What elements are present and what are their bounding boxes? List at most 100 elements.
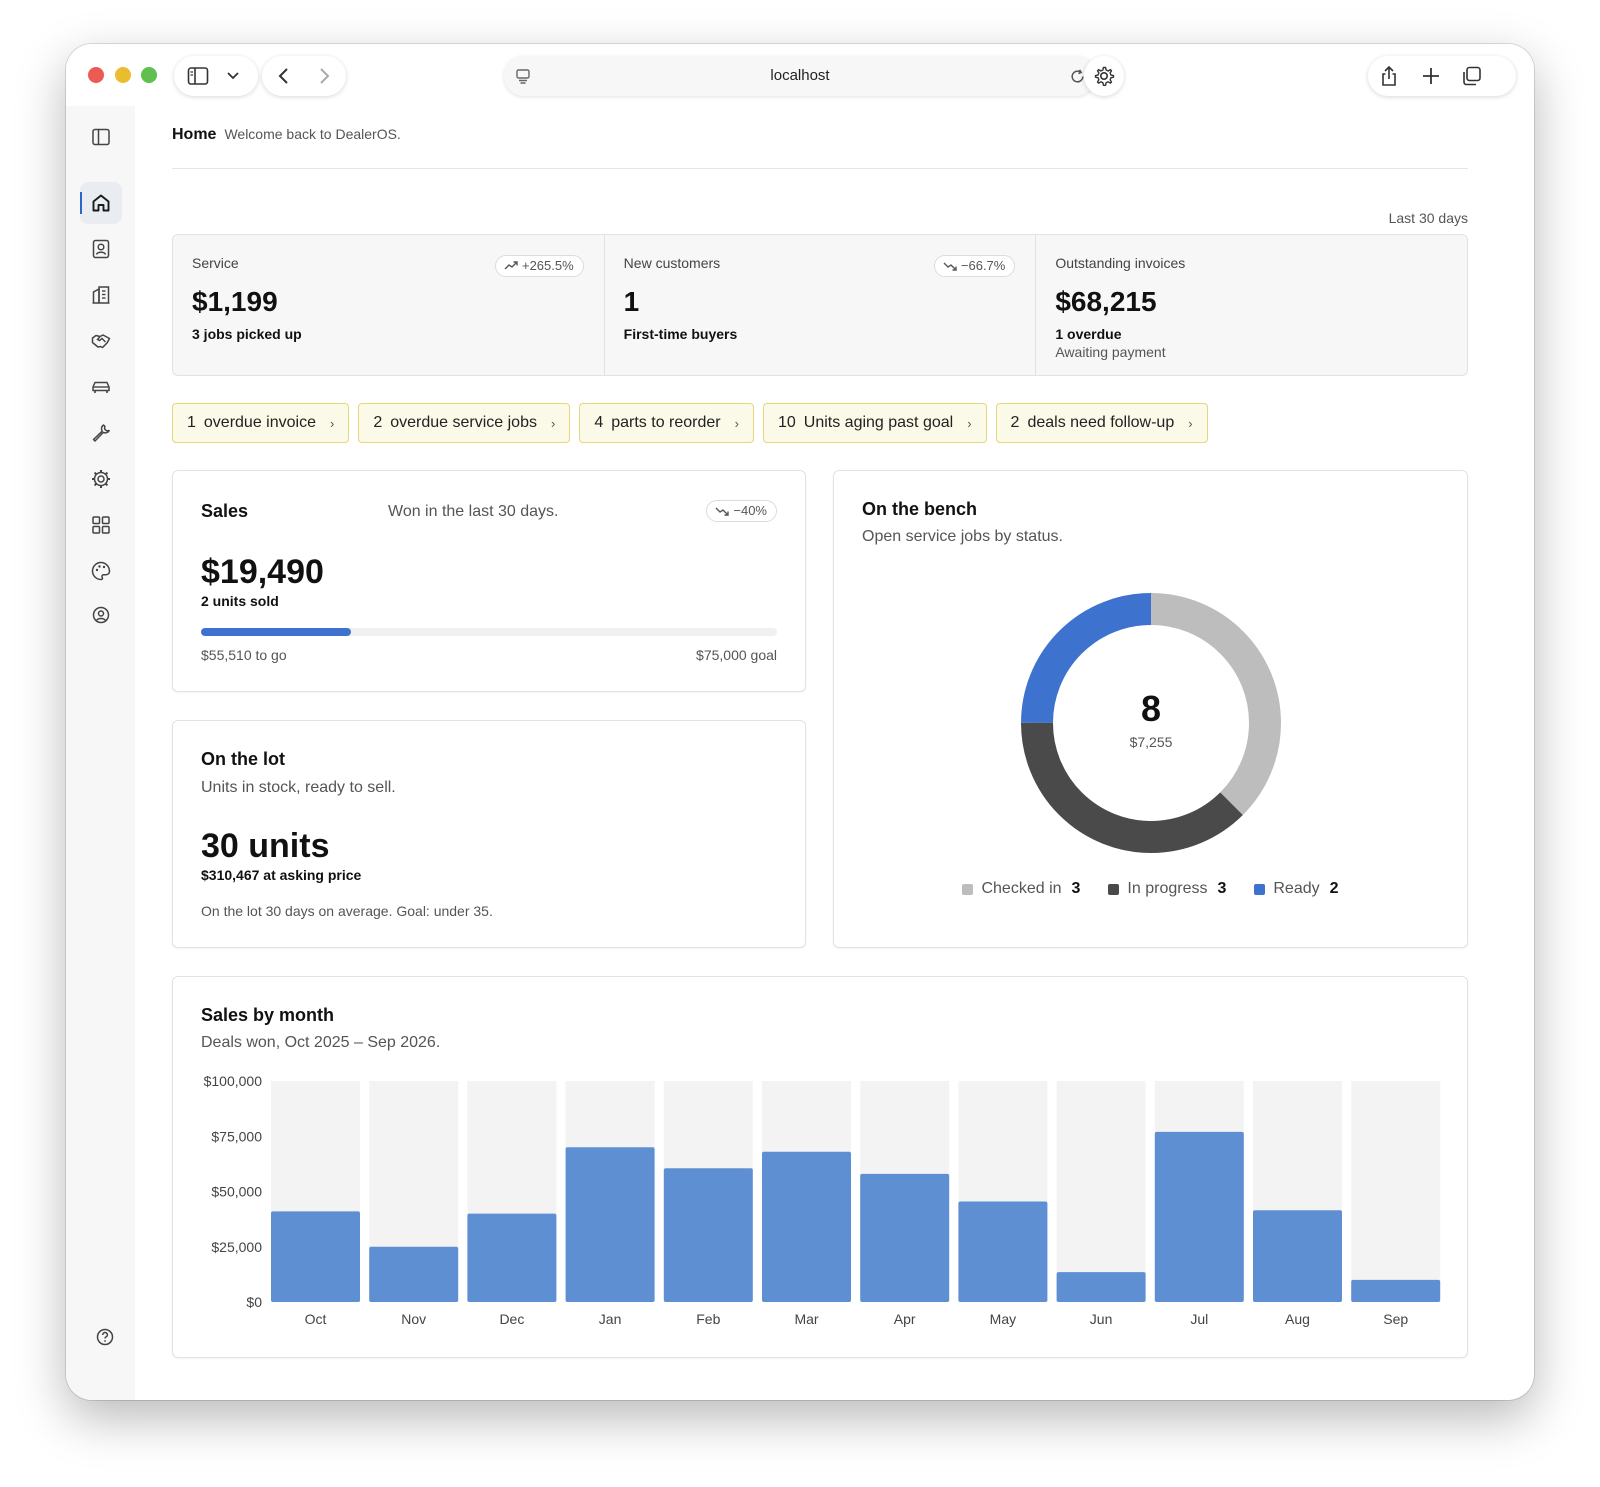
trend-badge: +265.5%	[494, 255, 584, 277]
alert-overdue-invoice[interactable]: 1 overdue invoice ›	[172, 403, 350, 443]
legend-swatch	[1254, 883, 1266, 895]
legend-swatch	[1108, 883, 1120, 895]
sidebar-item-deals[interactable]	[80, 320, 122, 362]
alert-parts-to-reorder[interactable]: 4 parts to reorder ›	[579, 403, 754, 443]
sidebar-item-parts[interactable]	[80, 458, 122, 500]
alert-overdue-service-jobs[interactable]: 2 overdue service jobs ›	[358, 403, 571, 443]
back-icon[interactable]	[276, 66, 292, 86]
card-subtitle: Won in the last 30 days.	[388, 503, 559, 520]
bar-may[interactable]	[958, 1201, 1048, 1302]
bar-aug[interactable]	[1253, 1210, 1342, 1302]
bar-jul[interactable]	[1154, 1131, 1244, 1302]
sidebar-item-customers[interactable]	[80, 228, 122, 270]
user-circle-icon	[92, 606, 110, 624]
chevron-down-icon[interactable]	[226, 70, 240, 82]
tab-overview-icon[interactable]	[1461, 65, 1483, 87]
x-tick-label: Mar	[794, 1311, 818, 1327]
alert-count: 2	[1010, 414, 1020, 431]
bar-nov[interactable]	[369, 1246, 459, 1302]
close-window-button[interactable]	[88, 67, 104, 83]
kpi-strip: Service +265.5% $1,199 3 jobs picked up …	[172, 234, 1468, 376]
on-the-bench-card[interactable]: On the bench Open service jobs by status…	[833, 470, 1468, 948]
donut-segment-in-progress	[1021, 593, 1281, 853]
history-nav-group	[262, 56, 346, 96]
sidebar-item-inventory[interactable]	[80, 366, 122, 408]
car-icon	[92, 381, 110, 393]
bar-mar[interactable]	[762, 1151, 851, 1302]
chart-title: Sales by month	[201, 1005, 335, 1025]
chevron-right-icon: ›	[967, 415, 972, 431]
alert-count: 2	[373, 414, 383, 431]
building-icon	[92, 286, 110, 304]
new-tab-icon[interactable]	[1421, 66, 1441, 86]
remaining-label: $55,510 to go	[201, 647, 287, 663]
forward-icon[interactable]	[316, 66, 332, 86]
palette-icon	[91, 561, 111, 581]
bar-jan[interactable]	[565, 1147, 655, 1302]
kpi-new-customers[interactable]: New customers −66.7% 1 First-time buyers	[605, 235, 1037, 375]
browser-toolbar: localhost	[66, 44, 1534, 106]
alert-label: overdue invoice	[203, 414, 316, 431]
chart-subtitle: Deals won, Oct 2025 – Sep 2026.	[201, 1034, 441, 1051]
sidebar-item-theme[interactable]	[80, 550, 122, 592]
sidebar-panel-icon	[92, 128, 110, 146]
goal-label: $75,000 goal	[696, 647, 777, 663]
sales-goal-progress	[201, 628, 777, 636]
y-tick-label: $0	[246, 1294, 262, 1310]
x-tick-label: Jul	[1190, 1311, 1208, 1327]
zoom-window-button[interactable]	[141, 67, 157, 83]
on-the-lot-card[interactable]: On the lot Units in stock, ready to sell…	[172, 720, 806, 948]
alert-units-aging[interactable]: 10 Units aging past goal ›	[762, 403, 987, 443]
donut-total-value: $7,255	[1130, 734, 1173, 750]
app-sidebar	[66, 106, 135, 1400]
trend-down-icon	[943, 262, 957, 271]
bar-oct[interactable]	[271, 1211, 360, 1302]
card-title: On the bench	[862, 499, 978, 519]
trend-badge: −66.7%	[933, 255, 1016, 277]
sidebar-toggle-group[interactable]	[174, 56, 258, 96]
sidebar-item-account[interactable]	[80, 594, 122, 636]
y-tick-label: $75,000	[211, 1128, 262, 1144]
sidebar-toggle-icon[interactable]	[187, 66, 209, 86]
legend-label: In progress	[1127, 880, 1208, 897]
alert-deals-follow-up[interactable]: 2 deals need follow-up ›	[995, 403, 1208, 443]
reload-icon[interactable]	[1069, 68, 1086, 85]
x-tick-label: Oct	[305, 1311, 327, 1327]
date-range-label[interactable]: Last 30 days	[1388, 210, 1468, 226]
sidebar-item-apps[interactable]	[80, 504, 122, 546]
address-bar[interactable]: localhost	[504, 56, 1096, 96]
donut-legend: Checked in 3 In progress 3 Ready 2	[834, 880, 1467, 898]
page-menu-icon[interactable]	[515, 68, 531, 84]
sidebar-item-companies[interactable]	[80, 274, 122, 316]
alert-label: overdue service jobs	[390, 414, 537, 431]
kpi-value: $68,215	[1055, 286, 1157, 317]
legend-label: Ready	[1273, 880, 1320, 897]
sales-card[interactable]: Sales Won in the last 30 days. −40% $19,…	[172, 470, 806, 692]
kpi-label: Service	[192, 255, 239, 271]
sidebar-item-service[interactable]	[80, 412, 122, 454]
sidebar-item-home[interactable]	[80, 182, 122, 224]
handshake-icon	[91, 334, 111, 349]
bar-sep[interactable]	[1351, 1279, 1441, 1302]
collapse-sidebar-button[interactable]	[80, 116, 122, 158]
alert-label: Units aging past goal	[803, 414, 954, 431]
y-tick-label: $50,000	[211, 1184, 262, 1200]
lot-units-value: 30 units	[201, 827, 330, 865]
bar-dec[interactable]	[467, 1213, 557, 1302]
kpi-note: 1 overdue	[1055, 326, 1122, 342]
browser-window: localhost	[66, 44, 1534, 1400]
active-indicator	[80, 192, 82, 214]
bar-apr[interactable]	[860, 1173, 950, 1302]
kpi-service[interactable]: Service +265.5% $1,199 3 jobs picked up	[173, 235, 605, 375]
share-icon[interactable]	[1379, 64, 1399, 88]
help-button[interactable]	[84, 1316, 126, 1358]
minimize-window-button[interactable]	[115, 67, 131, 83]
bar-jun[interactable]	[1056, 1272, 1146, 1302]
x-tick-label: Aug	[1285, 1311, 1310, 1327]
gear-icon	[1094, 66, 1115, 86]
x-tick-label: Jun	[1090, 1311, 1113, 1327]
extensions-button[interactable]	[1084, 56, 1124, 96]
page-title: Home	[172, 126, 217, 143]
kpi-outstanding-invoices[interactable]: Outstanding invoices $68,215 1 overdue A…	[1036, 235, 1467, 375]
bar-feb[interactable]	[663, 1168, 753, 1302]
